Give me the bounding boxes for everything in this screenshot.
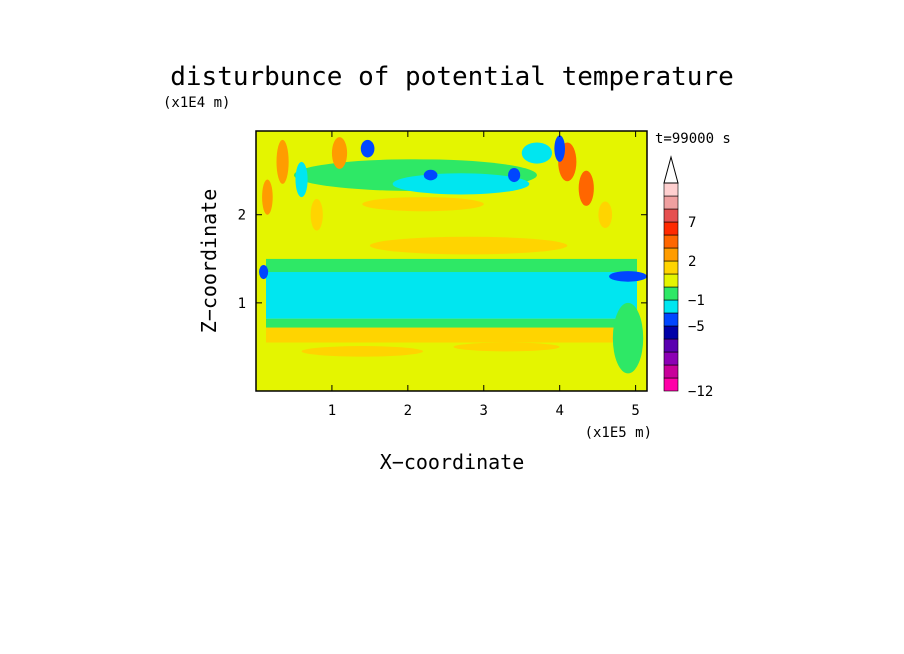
colorbar-swatch [663,325,679,340]
colorbar-swatch [663,364,679,379]
colorbar-tick-label: −1 [688,293,705,309]
contour-band-2 [266,327,637,343]
time-label: t=99000 s [655,131,731,147]
contour-blob-5 [360,139,375,158]
contour-blob-15 [276,139,289,184]
x-tick-label: 5 [631,403,639,419]
colorbar-swatch [663,234,679,249]
contour-blob-22 [612,302,644,374]
contour-band-3 [266,318,637,328]
colorbar-swatch [663,221,679,236]
colorbar-swatch [663,260,679,275]
x-axis: 1 2 3 4 5 [328,131,640,419]
contour-blob-8 [331,137,348,169]
x-tick-label: 4 [555,403,563,419]
y-axis: 12 [238,208,647,312]
contour-band-0 [266,360,637,391]
y-axis-label: Z−coordinate [197,189,221,334]
colorbar-tick-label: 2 [688,254,696,270]
contour-blob-2 [362,197,484,212]
contour-blob-11 [598,201,613,228]
colorbar-swatch [663,312,679,327]
colorbar-swatch [663,182,679,197]
contour-blob-1 [339,138,507,160]
colorbar-extend-arrow [663,155,679,184]
contour-blob-6 [423,169,438,181]
x-tick-label: 2 [404,403,412,419]
colorbar-swatch [663,195,679,210]
colorbar-tick-label: 7 [688,215,696,231]
contour-blob-20 [301,346,424,357]
y-tick-label: 2 [238,208,246,224]
colorbar-swatch [663,377,679,392]
x-axis-label: X−coordinate [380,450,525,474]
colorbar-swatch [663,273,679,288]
colorbar: −12−5−127 [663,155,713,400]
contour-blob-18 [310,198,323,231]
contour-field [256,131,647,391]
colorbar-swatch [663,247,679,262]
contour-band-5 [266,258,637,273]
x-tick-label: 1 [328,403,336,419]
colorbar-swatch [663,286,679,301]
x-unit-label: (x1E5 m) [585,425,652,441]
colorbar-swatch [663,299,679,314]
contour-blob-13 [609,271,647,282]
contour-blob-7 [508,168,521,183]
contour-blob-10 [578,170,594,206]
colorbar-swatch [663,208,679,223]
contour-blob-16 [262,179,273,215]
colorbar-swatch [663,351,679,366]
y-unit-label: (x1E4 m) [163,95,230,111]
colorbar-swatch [663,338,679,353]
colorbar-tick-label: −12 [688,384,713,400]
chart-title: disturbunce of potential temperature [170,62,734,92]
x-tick-label: 3 [480,403,488,419]
contour-blob-12 [554,135,566,162]
contour-blob-17 [295,161,308,198]
y-tick-label: 1 [238,296,246,312]
contour-band-4 [266,272,637,319]
plot-frame [255,130,648,392]
colorbar-tick-label: −5 [688,319,705,335]
contour-blob-3 [369,236,568,255]
contour-blob-14 [259,264,269,280]
contour-blob-21 [453,342,560,352]
contour-blob-19 [521,142,553,164]
